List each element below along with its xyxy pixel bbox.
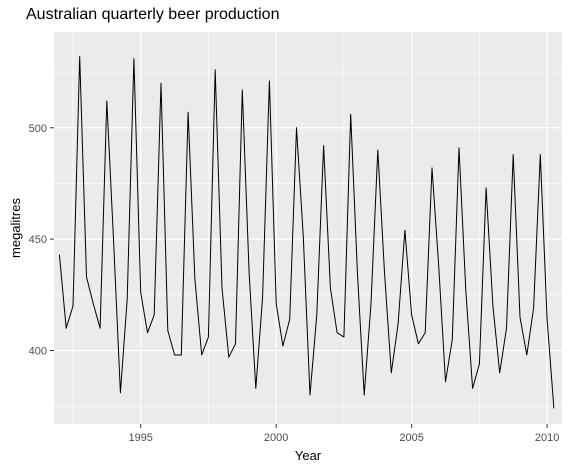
x-tick-label: 1995 [128, 432, 152, 444]
series-layer [58, 56, 555, 409]
y-axis-title: megalitres [8, 198, 23, 258]
axis-ticks [50, 127, 548, 428]
y-tick-label: 500 [29, 123, 47, 135]
y-tick-label: 400 [29, 346, 47, 358]
x-tick-label: 2005 [399, 432, 423, 444]
series-line [58, 56, 555, 409]
tick-labels: 1995 2000 2005 2010 400 450 500 [29, 123, 560, 444]
x-axis-title: Year [295, 448, 322, 463]
y-tick-label: 450 [29, 234, 47, 246]
plot-panel [54, 32, 562, 424]
chart-title: Australian quarterly beer production [26, 6, 280, 23]
x-tick-label: 2000 [264, 432, 288, 444]
x-tick-label: 2010 [535, 432, 559, 444]
